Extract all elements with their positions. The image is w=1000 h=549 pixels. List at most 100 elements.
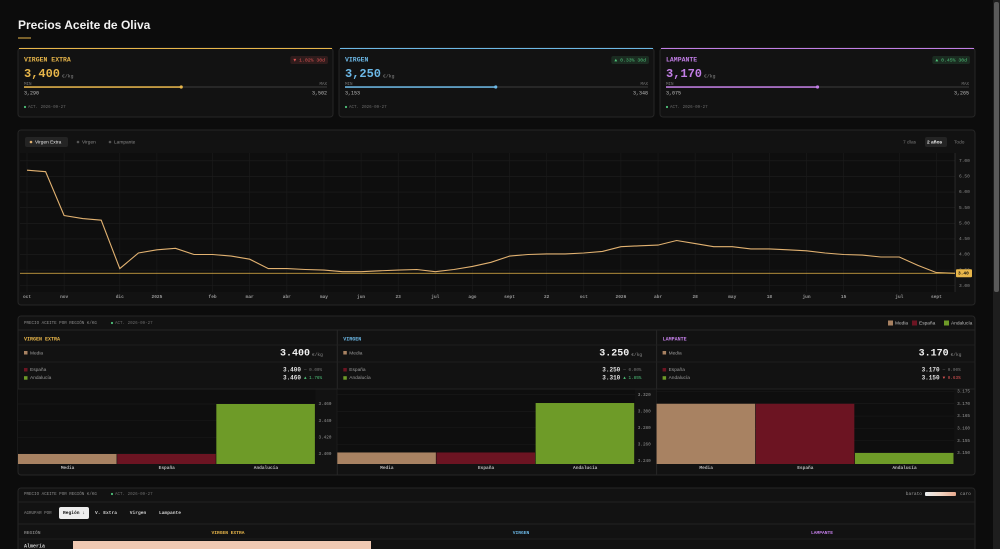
range-active-bg[interactable] [925, 137, 947, 147]
row-name: Almería [24, 543, 45, 549]
price-unit: €/kg [704, 73, 716, 79]
y-tick-label: 3.165 [957, 414, 970, 419]
x-tick-label: jun [357, 294, 365, 300]
y-tick-label: 4.00 [959, 252, 970, 258]
group-label: AGRUPAR POR [24, 512, 52, 516]
badge-bg [611, 56, 649, 64]
tab-dot [108, 140, 112, 144]
column-name: LAMPANTE [663, 336, 687, 342]
bar [535, 403, 635, 464]
y-tick-label: 3.280 [638, 426, 651, 431]
y-tick-label: 6.00 [959, 189, 970, 195]
x-tick-label: 23 [395, 294, 401, 300]
bar [854, 452, 954, 464]
row-label: Media [669, 350, 682, 356]
media-unit: €/kg [631, 352, 642, 358]
y-tick-label: 5.00 [959, 220, 970, 226]
y-tick-label: 3.175 [957, 390, 970, 395]
group-button[interactable]: V. Extra [95, 510, 117, 516]
legend-swatch [24, 368, 28, 372]
region-title: PRECIO ACEITE POR REGIÓN €/KG [24, 321, 97, 326]
x-tick-label: mar [246, 294, 254, 300]
scrollbar-thumb[interactable] [994, 2, 999, 292]
y-tick-label: 3.240 [638, 459, 651, 464]
price: 3,250 [345, 67, 381, 81]
x-tick-label: 2025 [152, 294, 163, 300]
x-tick-label: España [797, 465, 814, 471]
row-value: 3.150 [922, 374, 940, 381]
x-tick-label: may [728, 295, 736, 300]
row-change: ▼ 0.63% [943, 376, 961, 381]
x-tick-label: Media [61, 465, 75, 471]
y-tick-label: 3.160 [957, 426, 970, 431]
group-button[interactable]: Virgen [130, 510, 147, 516]
change-badge: ▲ 0.45% 30d [935, 57, 967, 63]
range-button[interactable]: Todo [954, 139, 965, 145]
y-tick-label: 5.50 [959, 205, 970, 211]
x-tick-label: nov [60, 295, 68, 300]
media-unit: €/kg [312, 352, 323, 358]
series-tab[interactable]: Lampante [114, 139, 136, 145]
x-tick-label: oct [580, 294, 588, 300]
live-dot [110, 492, 114, 496]
change-badge: ▲ 0.33% 30d [614, 57, 646, 63]
max-label: MAX [961, 83, 969, 87]
range-dot [494, 85, 498, 89]
media-value: 3.250 [599, 349, 629, 360]
y-tick-label: 3.440 [319, 419, 332, 424]
x-tick-label: 22 [544, 294, 550, 300]
legend-swatch [944, 320, 949, 326]
legend-swatch [662, 368, 667, 372]
group-button[interactable]: Lampante [159, 510, 181, 516]
row-label: Andalucía [349, 375, 371, 381]
row-value: 3.400 [283, 366, 301, 373]
row-value: 3.460 [283, 374, 301, 381]
badge-bg [290, 56, 328, 64]
y-tick-label: 3.320 [638, 393, 651, 398]
legend-swatch [24, 376, 28, 380]
bar [755, 403, 855, 464]
max-label: MAX [319, 83, 327, 87]
column-name: VIRGEN [343, 336, 361, 342]
group-button-bg[interactable] [59, 507, 89, 519]
row-change: — 0.00% [303, 368, 322, 373]
price: 3,400 [24, 67, 60, 81]
x-tick-label: feb [209, 294, 217, 300]
row-change: ▲ 1.85% [623, 376, 641, 381]
range-button[interactable]: 2 años [927, 139, 943, 145]
group-button[interactable]: Región ↓ [63, 510, 85, 516]
series-tab[interactable]: Virgen Extra [35, 139, 62, 145]
tab-dot [29, 140, 33, 144]
current-badge [956, 269, 972, 278]
bar [18, 454, 117, 464]
updated: ACT. 2026-09-27 [670, 106, 708, 110]
min-label: MIN [345, 83, 353, 87]
media-unit: €/kg [951, 352, 962, 358]
row-label: Media [349, 350, 362, 356]
tab-dot [76, 140, 80, 144]
legend-swatch [912, 320, 917, 326]
x-tick-label: 28 [692, 294, 698, 300]
bar [436, 452, 536, 464]
series-tab[interactable]: Virgen [82, 139, 96, 145]
x-tick-label: Media [699, 465, 713, 471]
legend-label: Media [895, 320, 908, 326]
x-tick-label: jun [802, 294, 810, 300]
x-tick-label: oct [23, 294, 31, 300]
price-unit: €/kg [62, 73, 74, 79]
range-button[interactable]: 7 días [903, 139, 917, 145]
updated: ACT. 2026-09-27 [28, 106, 66, 110]
tab-active-bg[interactable] [25, 137, 68, 147]
max-label: MAX [640, 83, 648, 87]
scale-low: barato [906, 491, 923, 497]
x-tick-label: Andalucía [573, 465, 598, 471]
legend-swatch [343, 376, 347, 380]
table-updated: ACT. 2026-09-27 [115, 493, 153, 497]
table-header: VIRGEN EXTRA [211, 530, 244, 536]
y-tick-label: 3.00 [959, 283, 970, 289]
x-tick-label: Andalucía [254, 465, 279, 471]
price-unit: €/kg [383, 73, 395, 79]
y-tick-label: 3.400 [319, 452, 332, 457]
row-label: Andalucía [30, 375, 52, 381]
